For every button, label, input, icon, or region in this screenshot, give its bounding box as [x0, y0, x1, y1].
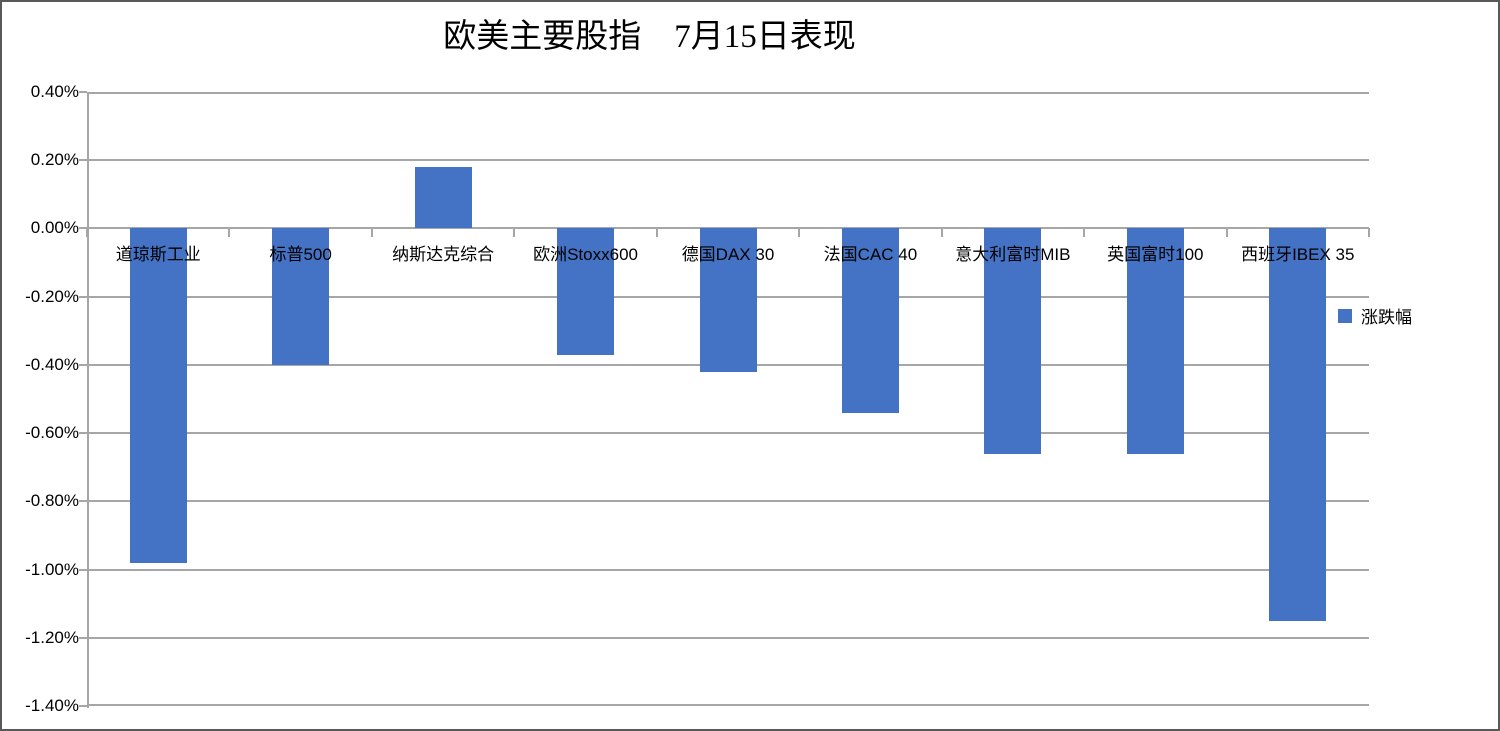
y-axis-tick-mark: [79, 500, 87, 502]
gridline: [87, 432, 1369, 434]
bar-2: [272, 228, 330, 365]
x-axis-tick-mark: [1226, 228, 1228, 238]
y-axis-tick-label: -0.20%: [25, 286, 79, 306]
y-axis-tick-mark: [79, 637, 87, 639]
bar-4: [557, 228, 615, 355]
y-axis-tick-label: 0.20%: [30, 150, 79, 170]
bar-6: [841, 228, 899, 413]
category-label: 道琼斯工业: [115, 245, 201, 265]
x-axis-tick-mark: [941, 228, 943, 238]
y-axis-tick-mark: [79, 91, 87, 93]
chart-title: 欧美主要股指 7月15日表现: [443, 19, 856, 55]
y-axis-tick-label: -0.80%: [25, 491, 79, 511]
bar-8: [1126, 228, 1184, 454]
y-axis-tick-mark: [79, 569, 87, 571]
category-label: 德国DAX 30: [681, 245, 775, 265]
x-axis-tick-mark: [86, 228, 88, 238]
bar-1: [129, 228, 187, 563]
bar-3: [414, 167, 472, 229]
x-axis-tick-mark: [1368, 228, 1370, 238]
category-label: 英国富时100: [1107, 245, 1204, 265]
y-axis-tick-label: -0.60%: [25, 423, 79, 443]
bar-7: [984, 228, 1042, 454]
category-label: 欧洲Stoxx600: [533, 245, 638, 265]
y-axis-tick-mark: [79, 364, 87, 366]
gridline: [87, 704, 1369, 706]
x-axis-tick-mark: [798, 228, 800, 238]
bar-9: [1269, 228, 1327, 621]
y-axis-tick-mark: [79, 227, 87, 229]
x-axis-tick-mark: [371, 228, 373, 238]
y-axis-tick-mark: [79, 705, 87, 707]
x-axis-tick-mark: [513, 228, 515, 238]
gridline: [87, 227, 1369, 229]
gridline: [87, 637, 1369, 639]
category-label: 法国CAC 40: [823, 245, 918, 265]
x-axis-tick-mark: [656, 228, 658, 238]
y-axis-tick-label: -1.40%: [25, 696, 79, 715]
legend-marker-icon: [1338, 308, 1352, 323]
x-axis-tick-mark: [228, 228, 230, 238]
bar-5: [699, 228, 757, 372]
y-axis-tick-label: 0.40%: [30, 82, 79, 101]
y-axis-tick-mark: [79, 432, 87, 434]
category-label: 意大利富时MIB: [955, 245, 1071, 265]
legend-label: 涨跌幅: [1361, 308, 1412, 327]
y-axis-line: [87, 92, 89, 708]
category-label: 标普500: [269, 245, 332, 265]
gridline: [87, 569, 1369, 571]
gridline: [87, 92, 1369, 94]
y-axis-tick-label: -1.20%: [25, 627, 79, 647]
category-label: 西班牙IBEX 35: [1241, 245, 1355, 265]
y-axis-tick-label: -1.00%: [25, 559, 79, 579]
y-axis-tick-label: 0.00%: [30, 218, 79, 238]
y-axis-tick-mark: [79, 296, 87, 298]
plot-area: 道琼斯工业 标普500 纳斯达克综合 欧洲Stoxx600 德国DAX 30 法国CAC …: [86, 92, 1370, 706]
legend: 涨跌幅: [1338, 303, 1412, 328]
y-axis-tick-mark: [79, 159, 87, 161]
category-label: 纳斯达克综合: [392, 245, 495, 265]
gridline: [87, 500, 1369, 502]
y-axis-tick-label: -0.40%: [25, 354, 79, 374]
x-axis-tick-mark: [1083, 228, 1085, 238]
gridline: [87, 159, 1369, 161]
